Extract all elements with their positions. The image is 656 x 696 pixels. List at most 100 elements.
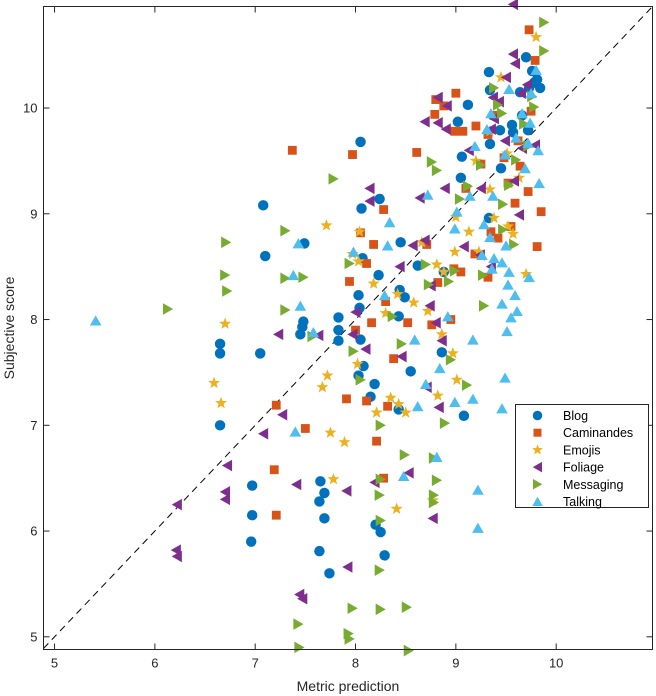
data-point-talking (503, 266, 515, 277)
data-point-emojis (520, 267, 533, 280)
data-point-messaging (443, 275, 455, 288)
data-point-talking (487, 190, 499, 201)
data-point-talking (397, 470, 410, 482)
data-point-emojis (219, 317, 232, 329)
data-point-messaging (374, 489, 385, 501)
data-point-foliage (419, 115, 430, 128)
data-point-foliage (171, 498, 182, 511)
y-tick-label: 10 (23, 101, 37, 116)
data-point-talking (89, 315, 102, 326)
data-point-messaging (519, 118, 530, 130)
data-point-messaging (539, 16, 550, 29)
data-point-blog (260, 250, 271, 262)
data-point-emojis (390, 502, 403, 514)
data-point-emojis (324, 426, 337, 438)
data-point-caminandes (433, 278, 443, 287)
data-point-talking (434, 362, 446, 374)
data-point-foliage (297, 592, 308, 605)
data-point-messaging (529, 101, 540, 113)
data-point-foliage (436, 334, 447, 347)
data-point-messaging (375, 514, 386, 527)
data-point-blog (355, 136, 366, 148)
data-point-emojis (367, 277, 380, 289)
data-point-talking (503, 83, 515, 94)
data-point-messaging (280, 224, 291, 237)
data-point-foliage (430, 316, 441, 329)
data-point-caminandes (422, 240, 432, 249)
data-point-caminandes (450, 126, 460, 136)
reference-line-layer (43, 6, 653, 649)
data-point-blog (315, 476, 326, 487)
data-point-foliage (277, 408, 288, 421)
data-point-emojis (421, 304, 434, 317)
data-point-blog (379, 550, 390, 561)
data-point-messaging (387, 310, 398, 323)
data-point-emojis (462, 225, 475, 237)
data-point-messaging (374, 564, 385, 576)
data-point-emojis (415, 236, 428, 248)
data-point-messaging (220, 269, 231, 281)
data-point-talking (519, 163, 531, 174)
legend-item-messaging: Messaging (533, 478, 623, 492)
legend-marker-caminandes (533, 428, 542, 437)
data-point-caminandes (470, 249, 480, 259)
data-point-caminandes (342, 394, 351, 404)
data-point-caminandes (524, 25, 534, 35)
data-point-emojis (353, 225, 366, 237)
data-point-messaging (344, 633, 355, 645)
data-point-caminandes (451, 88, 461, 98)
data-point-emojis (494, 71, 508, 83)
data-point-talking (525, 87, 537, 99)
data-point-foliage (347, 328, 358, 341)
x-tick-label: 9 (452, 656, 459, 671)
data-point-foliage (432, 91, 443, 104)
data-point-talking (449, 223, 461, 234)
data-point-messaging (449, 265, 461, 277)
data-point-messaging (428, 496, 440, 509)
data-point-messaging (348, 345, 359, 358)
data-point-emojis (487, 211, 500, 224)
data-point-talking (478, 219, 490, 230)
y-tick-label: 7 (30, 418, 37, 433)
data-point-blog (520, 52, 532, 63)
data-point-caminandes (362, 259, 371, 268)
data-point-blog (374, 193, 385, 205)
legend-item-caminandes: Caminandes (533, 426, 633, 440)
y-tick-label: 5 (30, 629, 37, 644)
data-point-foliage (342, 561, 353, 573)
data-point-foliage (487, 91, 498, 104)
data-point-messaging (375, 473, 386, 486)
legend-label: Emojis (563, 443, 601, 457)
data-point-emojis (530, 30, 543, 43)
data-point-messaging (461, 379, 473, 391)
legend-marker-blog (532, 410, 543, 421)
data-point-blog (458, 410, 470, 422)
data-point-talking (307, 327, 320, 338)
data-points-layer (89, 0, 550, 657)
data-point-messaging (504, 179, 515, 192)
data-point-talking (499, 372, 511, 383)
data-point-foliage (507, 0, 518, 11)
data-point-emojis (320, 219, 333, 231)
data-point-messaging (375, 419, 386, 432)
series-talking (89, 64, 545, 533)
data-point-blog (254, 348, 266, 359)
data-point-talking (496, 257, 508, 268)
y-tick-label: 8 (30, 312, 37, 327)
data-point-caminandes (271, 510, 281, 520)
data-point-messaging (445, 353, 457, 366)
legend-label: Blog (563, 409, 588, 423)
data-point-caminandes (287, 145, 297, 155)
data-point-foliage (273, 328, 284, 341)
data-point-blog (298, 316, 309, 327)
data-point-blog (245, 536, 257, 547)
data-point-foliage (291, 478, 302, 491)
data-point-foliage (521, 78, 533, 91)
data-point-foliage (475, 182, 486, 195)
data-point-caminandes (532, 242, 542, 251)
data-point-talking (469, 140, 481, 152)
data-point-messaging (420, 258, 431, 271)
data-point-talking (485, 108, 497, 119)
data-point-blog (353, 289, 364, 301)
data-point-talking (501, 325, 513, 337)
